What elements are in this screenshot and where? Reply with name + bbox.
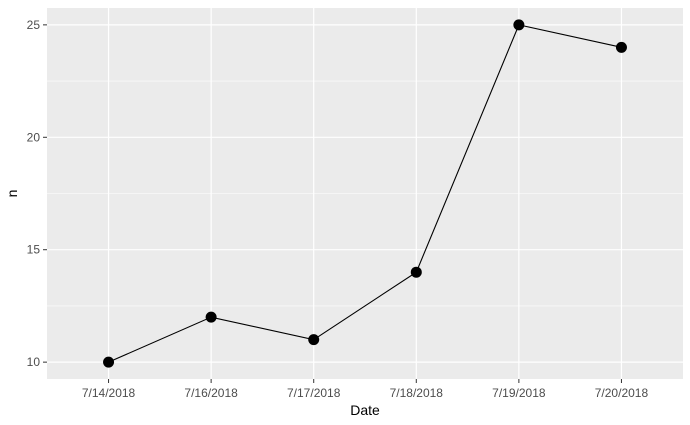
- x-tick-label: 7/14/2018: [82, 386, 136, 400]
- y-tick-label: 15: [27, 243, 41, 257]
- data-point: [103, 356, 115, 368]
- series: [103, 19, 627, 368]
- major-gridlines: [47, 8, 683, 379]
- x-axis-title: Date: [350, 402, 380, 418]
- series-line: [108, 24, 622, 363]
- tick-labels: 10 15 20 25 7/14/2018 7/16/2018 7/17/2018 7/18/…: [27, 18, 649, 400]
- x-tick-label: 7/16/2018: [184, 386, 238, 400]
- y-tick-label: 25: [27, 18, 41, 32]
- y-axis-title: n: [4, 190, 20, 198]
- x-tick-label: 7/18/2018: [390, 386, 444, 400]
- x-tick-label: 7/17/2018: [287, 386, 341, 400]
- x-tick-label: 7/20/2018: [595, 386, 649, 400]
- axis-ticks: [43, 24, 622, 383]
- data-point: [513, 19, 525, 31]
- data-point: [615, 41, 627, 53]
- y-tick-label: 10: [27, 355, 41, 369]
- data-point: [308, 334, 320, 346]
- data-point: [205, 311, 217, 323]
- x-tick-label: 7/19/2018: [492, 386, 546, 400]
- data-point: [410, 266, 422, 278]
- y-tick-label: 20: [27, 130, 41, 144]
